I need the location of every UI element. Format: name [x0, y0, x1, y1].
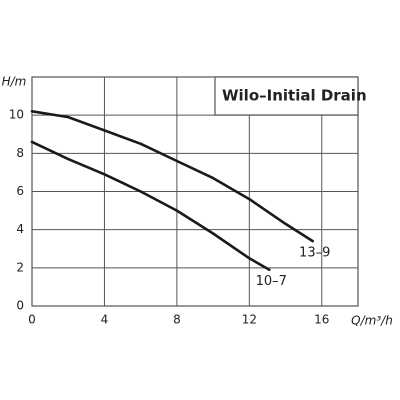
- x-tick-label: 8: [173, 313, 181, 327]
- y-tick-label: 0: [16, 299, 24, 313]
- x-tick-label: 12: [242, 313, 257, 327]
- x-axis-label: Q/m³/h: [351, 314, 393, 328]
- line-series: [30, 140, 271, 271]
- x-tick-label: 0: [28, 313, 36, 327]
- series-label: 10–7: [256, 274, 287, 289]
- x-tick-label: 16: [314, 313, 329, 327]
- series-label: 13–9: [299, 246, 330, 261]
- chart-title: Wilo–Initial Drain: [222, 87, 367, 105]
- y-tick-label: 6: [16, 184, 24, 198]
- y-tick-label: 2: [16, 260, 24, 274]
- y-tick-label: 4: [16, 222, 24, 236]
- y-tick-label: 10: [9, 108, 24, 122]
- line-series: [30, 110, 314, 243]
- title-box: [214, 76, 359, 116]
- x-tick-label: 4: [101, 313, 109, 327]
- y-axis-label: H/m: [2, 75, 27, 89]
- y-tick-label: 8: [16, 146, 24, 160]
